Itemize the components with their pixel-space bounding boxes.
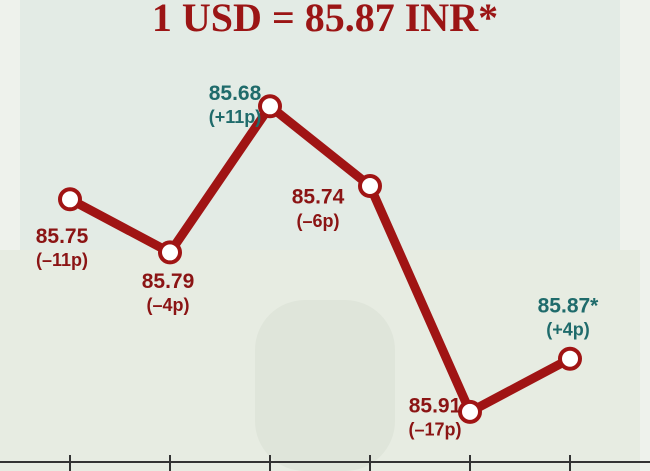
point <box>358 174 382 198</box>
portrait-frame <box>255 300 395 471</box>
value-label: 85.87* <box>538 294 600 317</box>
point <box>58 187 82 212</box>
change-label: (+4p) <box>546 319 590 339</box>
point <box>458 399 482 424</box>
change-label: (+11p) <box>209 107 262 127</box>
value-label: 85.68 <box>209 82 262 105</box>
value-label: 85.79 <box>142 270 195 293</box>
change-label: (–4p) <box>146 295 189 315</box>
point <box>558 346 582 371</box>
value-label: 85.91 <box>409 394 462 417</box>
change-label: (–11p) <box>36 250 88 270</box>
value-label: 85.74 <box>292 186 345 209</box>
point <box>158 240 182 265</box>
chart-title: 1 USD = 85.87 INR* <box>152 0 498 40</box>
line <box>67 101 573 417</box>
value-label: 85.75 <box>36 225 89 248</box>
point <box>258 94 282 119</box>
change-label: (–17p) <box>408 420 461 440</box>
change-label: (–6p) <box>296 211 339 231</box>
